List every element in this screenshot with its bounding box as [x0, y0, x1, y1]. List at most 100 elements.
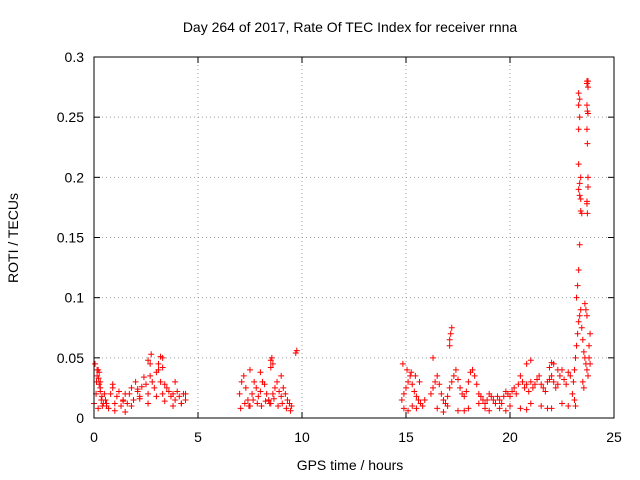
data-point — [471, 372, 478, 379]
data-point — [237, 405, 244, 412]
data-point — [575, 186, 582, 193]
data-point — [546, 376, 553, 383]
data-point — [122, 390, 129, 397]
data-point — [465, 378, 472, 385]
data-point — [455, 407, 461, 414]
data-point — [147, 360, 154, 367]
data-point — [534, 376, 541, 383]
data-point — [258, 402, 265, 409]
data-point — [182, 390, 189, 397]
data-point — [575, 161, 582, 168]
data-point — [584, 140, 591, 147]
data-point — [149, 378, 156, 385]
data-point — [575, 102, 582, 109]
x-tick-label: 5 — [194, 429, 202, 445]
data-point — [92, 360, 99, 367]
data-point — [576, 241, 583, 248]
data-point — [580, 348, 587, 355]
data-point — [536, 372, 543, 379]
data-point — [521, 384, 528, 391]
data-point — [500, 393, 507, 400]
data-point — [519, 378, 526, 385]
data-point — [554, 366, 561, 373]
data-point — [261, 381, 268, 388]
data-point — [473, 381, 480, 388]
data-point — [584, 210, 591, 217]
data-point — [249, 390, 256, 397]
data-point — [262, 398, 269, 405]
data-point — [255, 393, 262, 400]
data-point — [103, 400, 110, 407]
data-point — [405, 407, 412, 414]
data-point — [527, 400, 534, 407]
data-point — [97, 378, 104, 385]
data-point — [580, 384, 587, 391]
data-point — [482, 405, 489, 412]
data-point — [585, 174, 591, 181]
data-point — [400, 405, 407, 412]
data-point — [585, 183, 591, 190]
data-point — [572, 354, 579, 361]
data-point — [145, 400, 152, 407]
data-point — [563, 381, 570, 388]
data-point — [284, 396, 291, 403]
data-point — [494, 393, 501, 400]
data-point — [572, 402, 579, 409]
data-point — [450, 372, 457, 379]
data-point — [477, 393, 484, 400]
data-point — [128, 384, 135, 391]
data-point — [576, 96, 583, 103]
data-point — [571, 366, 578, 373]
data-point — [254, 400, 261, 407]
data-point — [265, 396, 272, 403]
y-tick-label: 0.15 — [57, 230, 84, 246]
data-point — [145, 357, 152, 364]
grid — [94, 57, 614, 418]
data-point — [463, 388, 470, 395]
data-point — [579, 336, 586, 343]
data-point — [552, 384, 559, 391]
data-point — [236, 390, 243, 397]
data-point — [570, 378, 577, 385]
data-point — [118, 402, 125, 409]
data-point — [469, 366, 476, 373]
data-point — [155, 360, 162, 367]
data-point — [155, 366, 162, 373]
data-point — [287, 407, 294, 414]
y-tick-label: 0.25 — [57, 109, 84, 125]
data-point — [278, 393, 285, 400]
data-point — [409, 402, 416, 409]
data-point — [548, 372, 555, 379]
data-point — [240, 372, 247, 379]
data-point — [525, 388, 532, 395]
data-point — [399, 360, 406, 367]
data-point — [447, 330, 454, 337]
data-point — [509, 388, 516, 395]
data-point — [461, 407, 468, 414]
data-point — [276, 388, 283, 395]
x-axis-label: GPS time / hours — [297, 457, 404, 473]
data-point — [523, 406, 530, 413]
data-point — [502, 407, 509, 414]
data-point — [267, 364, 274, 371]
data-point — [132, 378, 139, 385]
data-point — [455, 376, 461, 383]
data-point — [540, 384, 547, 391]
data-point — [269, 390, 276, 397]
data-point — [583, 366, 590, 373]
data-point — [542, 388, 549, 395]
data-point — [251, 378, 258, 385]
data-point — [517, 372, 524, 379]
data-point — [585, 84, 591, 91]
data-point — [157, 353, 164, 360]
data-point — [147, 372, 154, 379]
data-point — [242, 384, 249, 391]
data-point — [412, 372, 419, 379]
data-point — [579, 378, 586, 385]
data-point — [523, 360, 530, 367]
data-point — [546, 364, 553, 371]
data-point — [136, 395, 143, 402]
data-point — [490, 396, 497, 403]
data-point — [400, 390, 407, 397]
data-point — [111, 407, 118, 414]
